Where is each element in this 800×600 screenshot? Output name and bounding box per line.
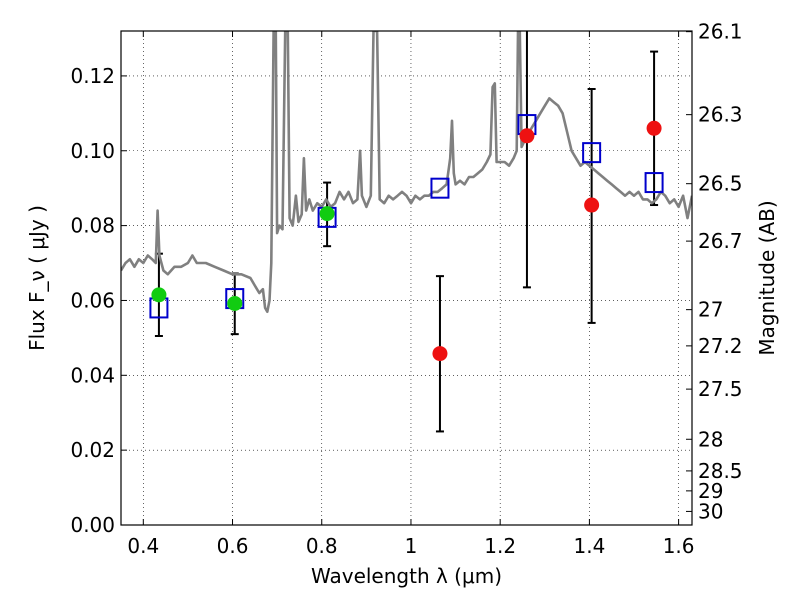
- x-tick-label: 0.8: [306, 534, 338, 558]
- x-tick-label: 0.4: [127, 534, 159, 558]
- mag-tick-label: 26.5: [698, 172, 743, 196]
- x-tick-label: 1.2: [484, 534, 516, 558]
- y-tick-label: 0.08: [70, 214, 115, 238]
- mag-tick-label: 30: [698, 499, 723, 523]
- measurement-point: [584, 197, 600, 213]
- x-tick-label: 1.4: [573, 534, 605, 558]
- x-tick-label: 1: [405, 534, 418, 558]
- detection-point: [227, 295, 243, 311]
- x-tick-label: 0.6: [217, 534, 249, 558]
- y-tick-label: 0.04: [70, 363, 115, 387]
- mag-tick-label: 26.7: [698, 229, 743, 253]
- plot-frame: [120, 30, 693, 526]
- mag-tick-label: 27.2: [698, 334, 743, 358]
- measurement-point: [646, 120, 662, 136]
- grid: [121, 31, 692, 526]
- y-tick-label: 0.06: [70, 288, 115, 312]
- y-axis-label: Flux F_ν ( μJy ): [25, 205, 49, 351]
- measurement-point: [432, 346, 448, 362]
- markers-layer: [149, 114, 664, 362]
- mag-tick-label: 26.1: [698, 20, 743, 44]
- model-band-square: [582, 142, 602, 164]
- measurement-point: [519, 128, 535, 144]
- mag-tick-label: 26.3: [698, 103, 743, 127]
- spectrum-layer: [121, 31, 692, 313]
- y-tick-label: 0.12: [70, 64, 115, 88]
- model-band-square: [430, 177, 450, 199]
- error-bars: [154, 31, 659, 433]
- y-tick-label: 0.10: [70, 139, 115, 163]
- mag-tick-label: 27.5: [698, 377, 743, 401]
- detection-point: [319, 206, 335, 222]
- spectrum-line: [121, 31, 692, 313]
- mag-tick-label: 29: [698, 479, 723, 503]
- model-band-square: [644, 172, 664, 194]
- mag-tick-label: 28: [698, 427, 723, 451]
- y-tick-label: 0.00: [70, 513, 115, 537]
- x-axis-label: Wavelength λ (μm): [311, 564, 502, 588]
- x-tick-label: 1.6: [663, 534, 695, 558]
- ticks: 0.4 0.6 0.8 1 1.2 1.4 1.6 0.00 0.02 0.04 0.06 0.08 0…: [70, 20, 742, 558]
- y-tick-label: 0.02: [70, 438, 115, 462]
- detection-point: [151, 287, 167, 303]
- mag-tick-label: 27: [698, 298, 723, 322]
- mag-tick-label: 28.5: [698, 459, 743, 483]
- right-axis-label: Magnitude (AB): [755, 200, 779, 355]
